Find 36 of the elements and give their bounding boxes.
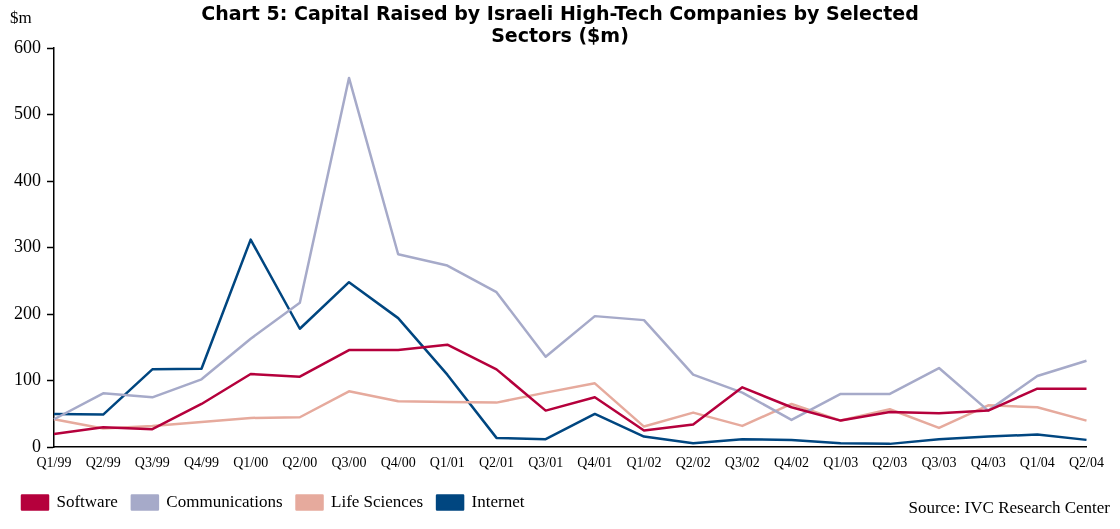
x-tick-label: Q1/00 xyxy=(233,455,269,471)
y-tick-label: 0 xyxy=(32,435,41,456)
x-tick-label: Q1/03 xyxy=(823,455,859,471)
x-tick-label: Q2/01 xyxy=(479,455,514,471)
legend-label: Software xyxy=(56,491,118,511)
x-tick-label: Q1/04 xyxy=(1019,455,1055,471)
x-tick-label: Q4/01 xyxy=(577,455,613,471)
y-axis-title: $m xyxy=(10,7,32,27)
x-tick-label: Q2/04 xyxy=(1069,455,1104,471)
x-tick-label: Q1/99 xyxy=(36,455,72,471)
legend-label: Life Sciences xyxy=(331,491,424,511)
x-tick-label: Q2/03 xyxy=(872,455,908,471)
x-tick-label: Q4/02 xyxy=(774,455,809,471)
chart-title: Chart 5: Capital Raised by Israeli High-Tech Companies by Selected Sectors ($m) xyxy=(200,2,920,46)
y-tick-label: 300 xyxy=(14,236,41,257)
legend-label: Communications xyxy=(166,491,283,511)
x-tick-label: Q3/02 xyxy=(724,455,760,471)
y-tick-label: 500 xyxy=(14,103,41,124)
y-tick-label: 400 xyxy=(14,169,41,190)
x-tick-label: Q2/99 xyxy=(85,455,121,471)
source-note: Source: IVC Research Center xyxy=(908,497,1111,517)
y-tick-label: 100 xyxy=(14,369,41,390)
x-tick-label: Q4/99 xyxy=(184,455,219,471)
legend-label: Internet xyxy=(471,491,525,511)
x-tick-label: Q1/01 xyxy=(429,455,465,471)
x-tick-label: Q2/00 xyxy=(282,455,318,471)
x-tick-label: Q4/00 xyxy=(380,455,416,471)
y-tick-label: 600 xyxy=(14,36,41,57)
x-tick-label: Q3/03 xyxy=(921,455,957,471)
x-tick-label: Q3/01 xyxy=(528,455,564,471)
x-tick-label: Q3/00 xyxy=(331,455,367,471)
x-tick-label: Q4/03 xyxy=(970,455,1006,471)
y-tick-label: 200 xyxy=(14,302,41,323)
x-tick-label: Q2/02 xyxy=(675,455,711,471)
x-tick-label: Q3/99 xyxy=(134,455,170,471)
x-tick-label: Q1/02 xyxy=(626,455,662,471)
